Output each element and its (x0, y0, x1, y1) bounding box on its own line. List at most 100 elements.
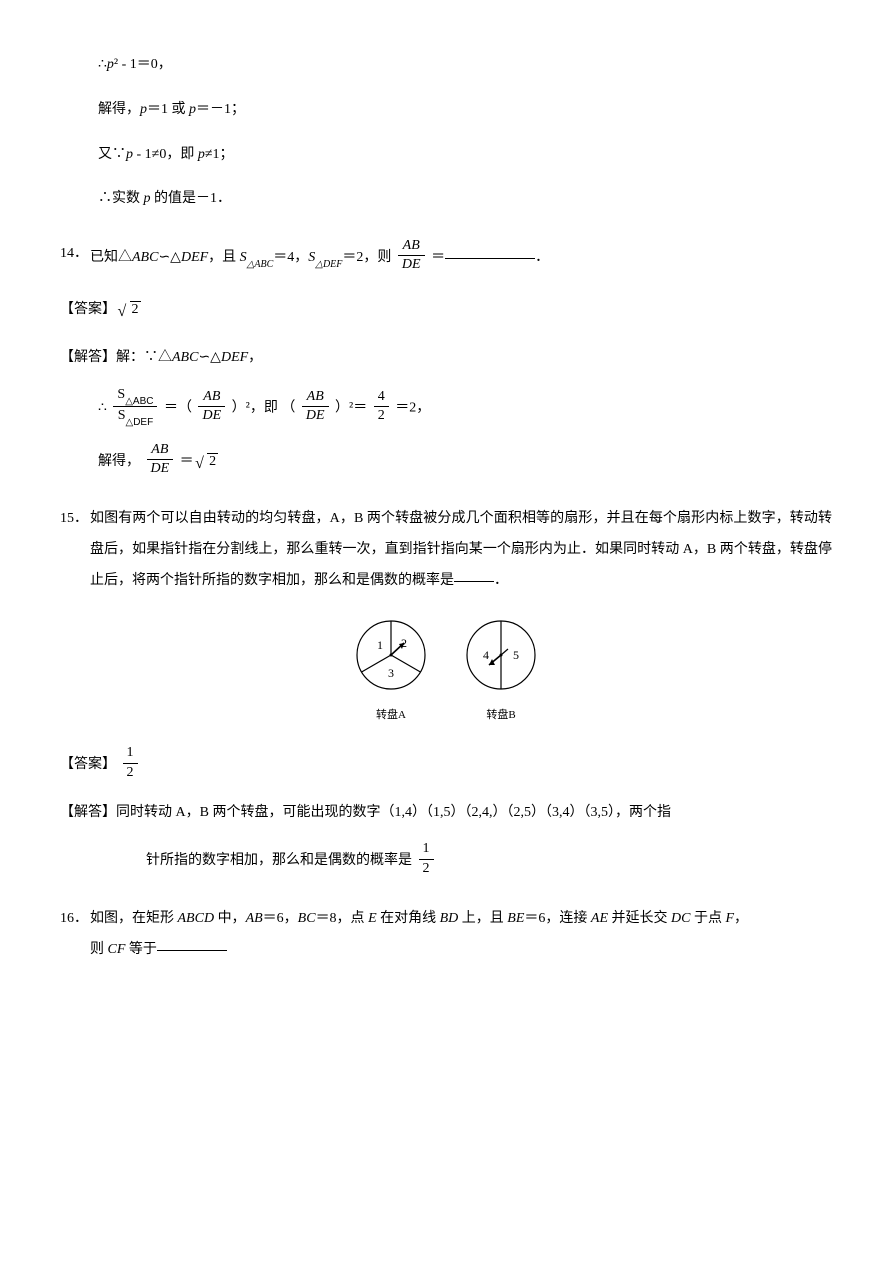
question-15: 15． 如图有两个可以自由转动的均匀转盘，A，B 两个转盘被分成几个面积相等的扇… (60, 504, 832, 596)
q14-solution-line1: 【解答】解：∵△ABC∽△DEF， (60, 343, 832, 374)
q14-final: 解得， AB DE ＝ 2 (60, 443, 832, 480)
fraction-ab-de: AB DE (302, 388, 329, 425)
fraction-numerator: S△ABC (113, 386, 157, 407)
text: 则 (90, 942, 108, 957)
intro-line-3: 又∵p - 1≠0，即 p≠1； (60, 140, 832, 171)
label-dc: DC (671, 911, 694, 926)
fraction-denominator: 2 (419, 860, 434, 878)
text: ² - 1＝0， (114, 57, 172, 72)
text: ， (248, 350, 262, 365)
fraction-denominator: DE (398, 256, 425, 274)
label-f: F (725, 911, 734, 926)
label-abc: ABC (172, 350, 198, 365)
radicand: 2 (207, 453, 218, 469)
sqrt-2: 2 (197, 447, 218, 478)
var-p: p (107, 57, 114, 72)
s-sub: △ABC (247, 259, 274, 270)
text: ＝－1； (196, 102, 245, 117)
label-cf: CF (108, 942, 129, 957)
spinner-a-svg: 1 2 3 (351, 615, 431, 695)
answer-blank (445, 258, 535, 259)
solution-label: 【解答】解：∵△ (60, 350, 172, 365)
question-16: 16． 如图，在矩形 ABCD 中，AB＝6，BC＝8，点 E 在对角线 BD … (60, 904, 832, 966)
q14-answer: 【答案】 2 (60, 295, 832, 326)
question-text: 如图有两个可以自由转动的均匀转盘，A，B 两个转盘被分成几个面积相等的扇形，并且… (90, 511, 832, 588)
label-e: E (368, 911, 380, 926)
intro-line-2: 解得，p＝1 或 p＝－1； (60, 95, 832, 126)
fraction-denominator: DE (302, 407, 329, 425)
text: 解得， (98, 454, 140, 469)
question-number: 16． (60, 904, 90, 935)
text: 并延长交 (612, 911, 672, 926)
spinner-a: 1 2 3 转盘A (351, 615, 431, 727)
question-body: 已知△ABC∽△DEF，且 S△ABC＝4，S△DEF＝2，则 AB DE ＝． (90, 239, 832, 276)
q15-solution-line1: 【解答】同时转动 A，B 两个转盘，可能出现的数字（1,4）（1,5）（2,4,… (60, 798, 832, 829)
sector-label: 4 (483, 648, 489, 662)
label-bd: BD (440, 911, 462, 926)
spinner-b: 4 5 转盘B (461, 615, 541, 727)
fraction-4-2: 4 2 (374, 388, 389, 425)
fraction-half: 1 2 (123, 744, 138, 781)
text: ，且 (208, 250, 240, 265)
var-p: p (198, 147, 205, 162)
label-be: BE (507, 911, 524, 926)
sector-label: 1 (377, 638, 383, 652)
fraction-s-ratio: S△ABC S△DEF (113, 386, 157, 427)
fraction-numerator: 1 (419, 840, 434, 859)
fraction-numerator: AB (398, 237, 425, 256)
text: ＝2，则 (342, 250, 391, 265)
label-def: DEF (221, 350, 248, 365)
spinner-b-svg: 4 5 (461, 615, 541, 695)
fraction-denominator: S△DEF (113, 407, 157, 427)
text: 中， (218, 911, 246, 926)
text: ＝6， (263, 911, 298, 926)
text: ∴ (98, 57, 107, 72)
text: ∴ (98, 401, 107, 416)
q15-answer: 【答案】 1 2 (60, 746, 832, 783)
question-number: 15． (60, 504, 90, 535)
text: 已知△ (90, 250, 132, 265)
text: 在对角线 (380, 911, 440, 926)
s-label: S (240, 250, 247, 265)
fraction-numerator: 4 (374, 388, 389, 407)
answer-label: 【答案】 (60, 757, 116, 772)
question-body: 如图，在矩形 ABCD 中，AB＝6，BC＝8，点 E 在对角线 BD 上，且 … (90, 904, 832, 966)
text: 又∵ (98, 147, 126, 162)
var-p: p (140, 102, 147, 117)
fraction-ab-de: AB DE (198, 388, 225, 425)
text: 如图，在矩形 (90, 911, 178, 926)
sub: △DEF (126, 417, 154, 428)
spinner-b-label: 转盘B (461, 703, 541, 727)
text: 针所指的数字相加，那么和是偶数的概率是 (146, 853, 412, 868)
text: ∽△ (158, 250, 181, 265)
question-14: 14． 已知△ABC∽△DEF，且 S△ABC＝4，S△DEF＝2，则 AB D… (60, 239, 832, 276)
radicand: 2 (130, 301, 141, 317)
intro-line-1: ∴p² - 1＝0， (60, 50, 832, 81)
text: 同时转动 A，B 两个转盘，可能出现的数字（1,4）（1,5）（2,4,）（2,… (116, 805, 671, 820)
fraction-numerator: AB (302, 388, 329, 407)
sector-label: 3 (388, 666, 394, 680)
answer-blank (157, 950, 227, 951)
text: 于点 (694, 911, 726, 926)
text: ＝（ (164, 401, 192, 416)
text: ＝1 或 (147, 102, 189, 117)
spinner-diagram: 1 2 3 转盘A 4 5 转盘B (60, 615, 832, 731)
label-bc: BC (298, 911, 316, 926)
label-ae: AE (591, 911, 612, 926)
var-p: p (126, 147, 133, 162)
var-p: p (189, 102, 196, 117)
label-def: DEF (181, 250, 208, 265)
q14-equation: ∴ S△ABC S△DEF ＝（ AB DE ）²，即 （ AB DE ）²＝ … (60, 388, 832, 429)
q15-solution-line2: 针所指的数字相加，那么和是偶数的概率是 1 2 (60, 842, 832, 879)
text: ＝4， (273, 250, 308, 265)
text: ＝2， (395, 401, 430, 416)
label-abcd: ABCD (178, 911, 218, 926)
s-sub: △DEF (315, 259, 342, 270)
fraction-ab-de: AB DE (398, 237, 425, 274)
fraction-numerator: AB (198, 388, 225, 407)
text: ）²，即 （ (232, 401, 296, 416)
text: 解得， (98, 102, 140, 117)
label-ab: AB (246, 911, 263, 926)
fraction-numerator: AB (147, 441, 174, 460)
fraction-denominator: DE (198, 407, 225, 425)
